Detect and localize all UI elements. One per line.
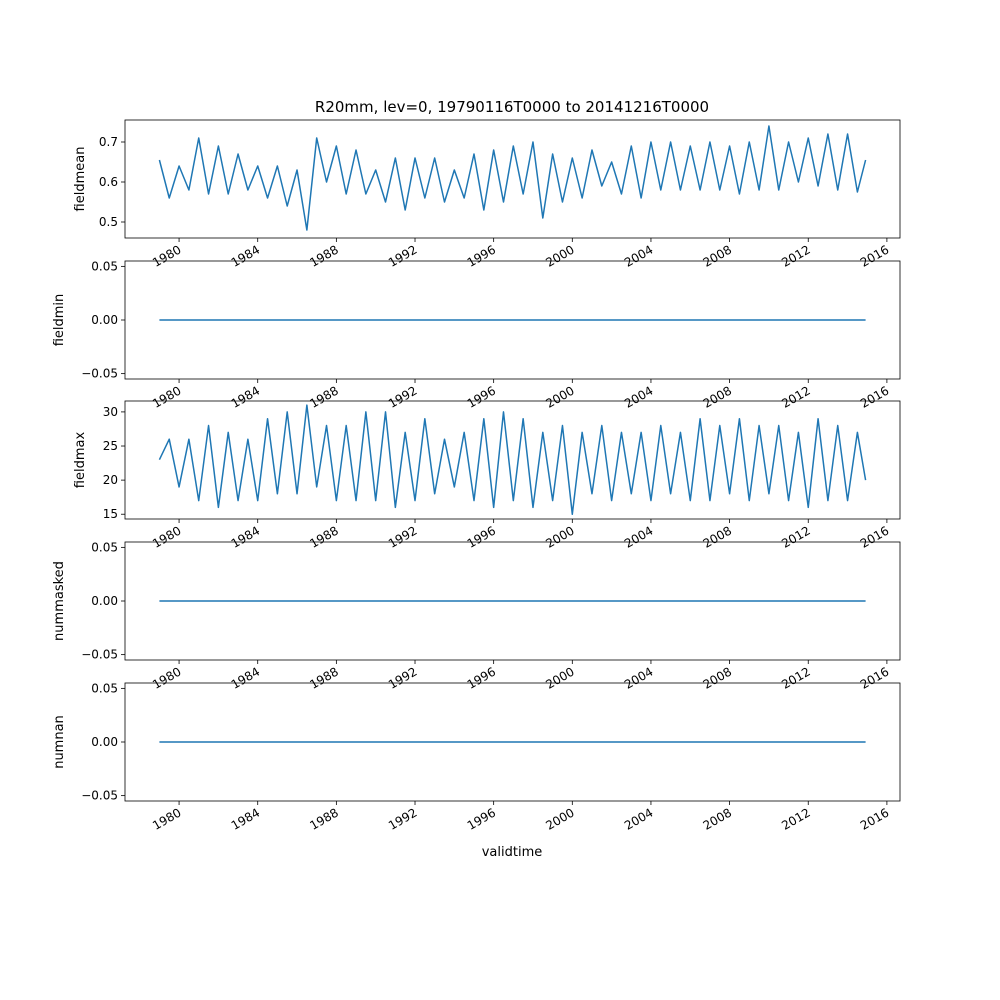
x-tick-label: 1988: [307, 383, 340, 410]
x-tick-label: 2004: [622, 664, 655, 691]
x-tick-label: 2004: [622, 805, 655, 832]
x-tick-label: 2000: [543, 242, 576, 269]
x-tick-label: 2000: [543, 523, 576, 550]
x-tick-label: 1984: [229, 383, 262, 410]
x-tick-label: 1992: [386, 383, 419, 410]
y-tick-label: −0.05: [81, 648, 118, 662]
y-tick-label: 20: [103, 473, 118, 487]
x-tick-label: 2004: [622, 383, 655, 410]
x-tick-label: 2016: [858, 523, 891, 550]
y-axis-label: fieldmean: [73, 147, 88, 212]
y-axis-label: fieldmax: [73, 432, 88, 489]
x-tick-label: 1980: [150, 523, 183, 550]
x-tick-label: 1996: [465, 805, 498, 832]
x-tick-label: 2012: [779, 242, 812, 269]
y-tick-label: −0.05: [81, 789, 118, 803]
x-tick-label: 1980: [150, 383, 183, 410]
x-tick-label: 1988: [307, 242, 340, 269]
x-tick-label: 2016: [858, 664, 891, 691]
x-tick-label: 2008: [701, 383, 734, 410]
y-tick-label: 0.05: [91, 681, 118, 695]
y-axis-label: fieldmin: [52, 294, 67, 347]
x-tick-label: 1984: [229, 664, 262, 691]
x-tick-label: 2000: [543, 805, 576, 832]
x-tick-label: 2008: [701, 805, 734, 832]
panel-fieldmax: 15 20 25 30 1980 1984 1988 1992 1996 2000 2004 2008…: [73, 400, 901, 551]
x-tick-label: 1984: [229, 242, 262, 269]
x-tick-label: 1996: [465, 383, 498, 410]
x-tick-label: 2008: [701, 242, 734, 269]
y-tick-label: 0.5: [99, 215, 118, 229]
chart-title: R20mm, lev=0, 19790116T0000 to 20141216T…: [315, 98, 709, 116]
panel-nummasked: −0.05 0.00 0.05 1980 1984 1988 1992 1996 2000 200…: [52, 540, 901, 692]
x-tick-label: 1992: [386, 805, 419, 832]
x-tick-label: 2008: [701, 664, 734, 691]
x-tick-label: 1996: [465, 664, 498, 691]
x-tick-label: 1980: [150, 664, 183, 691]
x-tick-label: 1988: [307, 664, 340, 691]
y-tick-label: 25: [103, 439, 118, 453]
x-tick-label: 2012: [779, 805, 812, 832]
y-tick-label: 0.00: [91, 594, 118, 608]
panel-fieldmin: −0.05 0.00 0.05 1980 1984 1988 1992 1996 2000 200…: [52, 259, 901, 411]
x-tick-label: 2012: [779, 383, 812, 410]
x-tick-label: 1984: [229, 523, 262, 550]
x-tick-label: 1992: [386, 523, 419, 550]
y-tick-label: 0.00: [91, 735, 118, 749]
x-tick-label: 2000: [543, 664, 576, 691]
y-tick-label: 0.6: [99, 175, 118, 189]
y-axis-label: nummasked: [52, 561, 67, 641]
x-tick-label: 1980: [150, 805, 183, 832]
axes-frame: [124, 400, 901, 520]
x-tick-label: 1984: [229, 805, 262, 832]
x-tick-label: 1980: [150, 242, 183, 269]
x-tick-label: 2016: [858, 383, 891, 410]
axes-frame: [124, 119, 901, 239]
y-tick-label: 0.05: [91, 259, 118, 273]
x-tick-label: 1996: [465, 242, 498, 269]
x-tick-label: 2012: [779, 664, 812, 691]
x-tick-label: 1988: [307, 805, 340, 832]
y-tick-label: 0.7: [99, 135, 118, 149]
y-axis-label: numnan: [52, 715, 67, 769]
x-tick-label: 2004: [622, 523, 655, 550]
x-tick-label: 1992: [386, 242, 419, 269]
x-tick-label: 2000: [543, 383, 576, 410]
x-tick-label: 2008: [701, 523, 734, 550]
y-tick-label: 0.00: [91, 313, 118, 327]
x-tick-label: 1988: [307, 523, 340, 550]
x-tick-label: 2012: [779, 523, 812, 550]
y-tick-label: 15: [103, 507, 118, 521]
x-axis-label: validtime: [482, 845, 543, 860]
panel-numnan: −0.05 0.00 0.05 1980 1984 1988 1992 1996 2000 200…: [52, 681, 901, 833]
x-tick-label: 2016: [858, 805, 891, 832]
y-tick-label: 0.05: [91, 540, 118, 554]
x-tick-label: 2016: [858, 242, 891, 269]
y-tick-label: −0.05: [81, 367, 118, 381]
x-tick-label: 2004: [622, 242, 655, 269]
series-line-fieldmax: [158, 404, 867, 515]
panel-fieldmean: 0.5 0.6 0.7 1980 1984 1988 1992 1996 2000 2004 200…: [73, 119, 901, 270]
series-line-fieldmean: [158, 125, 867, 231]
y-tick-label: 30: [103, 405, 118, 419]
x-tick-label: 1996: [465, 523, 498, 550]
x-tick-label: 1992: [386, 664, 419, 691]
